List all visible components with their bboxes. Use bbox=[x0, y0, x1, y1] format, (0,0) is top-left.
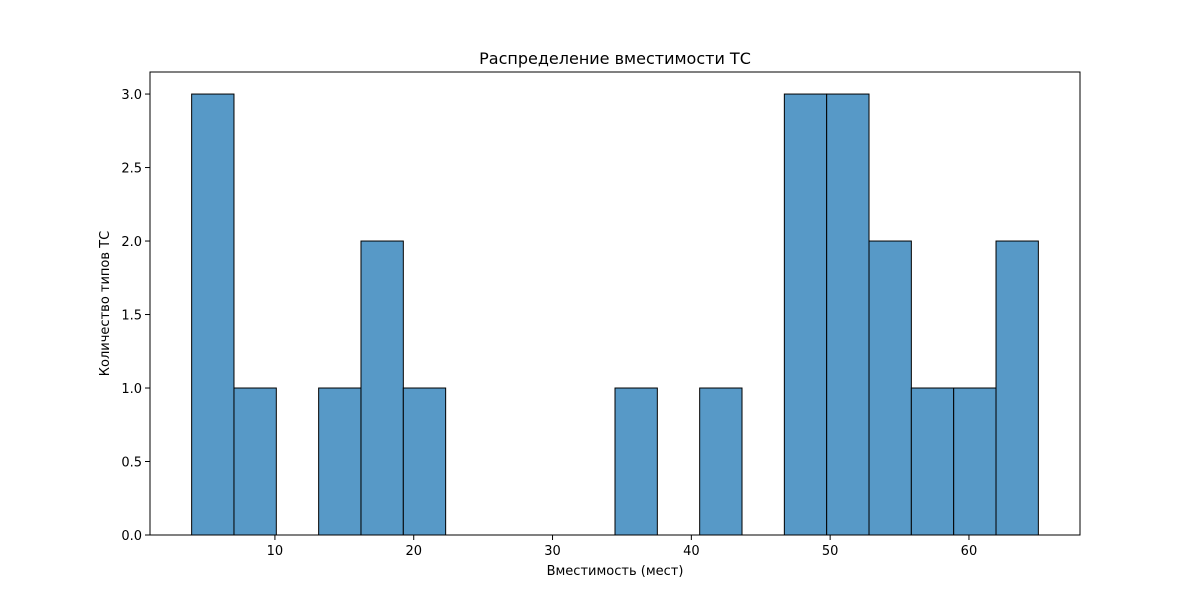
histogram-bar bbox=[868, 240, 912, 536]
histogram-bar bbox=[360, 240, 404, 536]
histogram-bar bbox=[318, 387, 362, 536]
histogram-bar bbox=[995, 240, 1039, 536]
y-tick-label: 2.5 bbox=[121, 162, 142, 177]
histogram-bar bbox=[953, 387, 997, 536]
y-tick-label: 1.0 bbox=[121, 382, 142, 397]
histogram-bar bbox=[402, 387, 447, 536]
x-tick-label: 50 bbox=[822, 544, 839, 559]
y-tick-label: 1.5 bbox=[121, 309, 142, 324]
histogram-bar bbox=[910, 387, 955, 536]
y-tick-label: 0.0 bbox=[121, 529, 142, 544]
y-axis-title: Количество типов ТС bbox=[98, 231, 113, 376]
plot-frame bbox=[149, 71, 1081, 536]
histogram-bar bbox=[233, 387, 277, 536]
x-tick-label: 40 bbox=[683, 544, 700, 559]
x-axis-ticks: 10 20 30 40 50 60 bbox=[267, 535, 978, 559]
y-tick-label: 3.0 bbox=[121, 88, 142, 103]
histogram-bar bbox=[699, 387, 743, 536]
x-tick-label: 20 bbox=[405, 544, 422, 559]
histogram-bar bbox=[614, 387, 658, 536]
bars-group bbox=[191, 93, 1039, 536]
x-tick-label: 60 bbox=[961, 544, 978, 559]
histogram-bar bbox=[191, 93, 235, 536]
chart-title: Распределение вместимости ТС bbox=[479, 49, 751, 68]
y-tick-label: 0.5 bbox=[121, 456, 142, 471]
y-axis-ticks: 0.0 0.5 1.0 1.5 2.0 2.5 3.0 bbox=[121, 88, 150, 544]
x-axis-title: Вместимость (мест) bbox=[547, 564, 684, 579]
histogram-bar bbox=[783, 93, 828, 536]
x-tick-label: 30 bbox=[544, 544, 561, 559]
y-tick-label: 2.0 bbox=[121, 235, 142, 250]
x-tick-label: 10 bbox=[267, 544, 284, 559]
histogram-bar bbox=[826, 93, 870, 536]
